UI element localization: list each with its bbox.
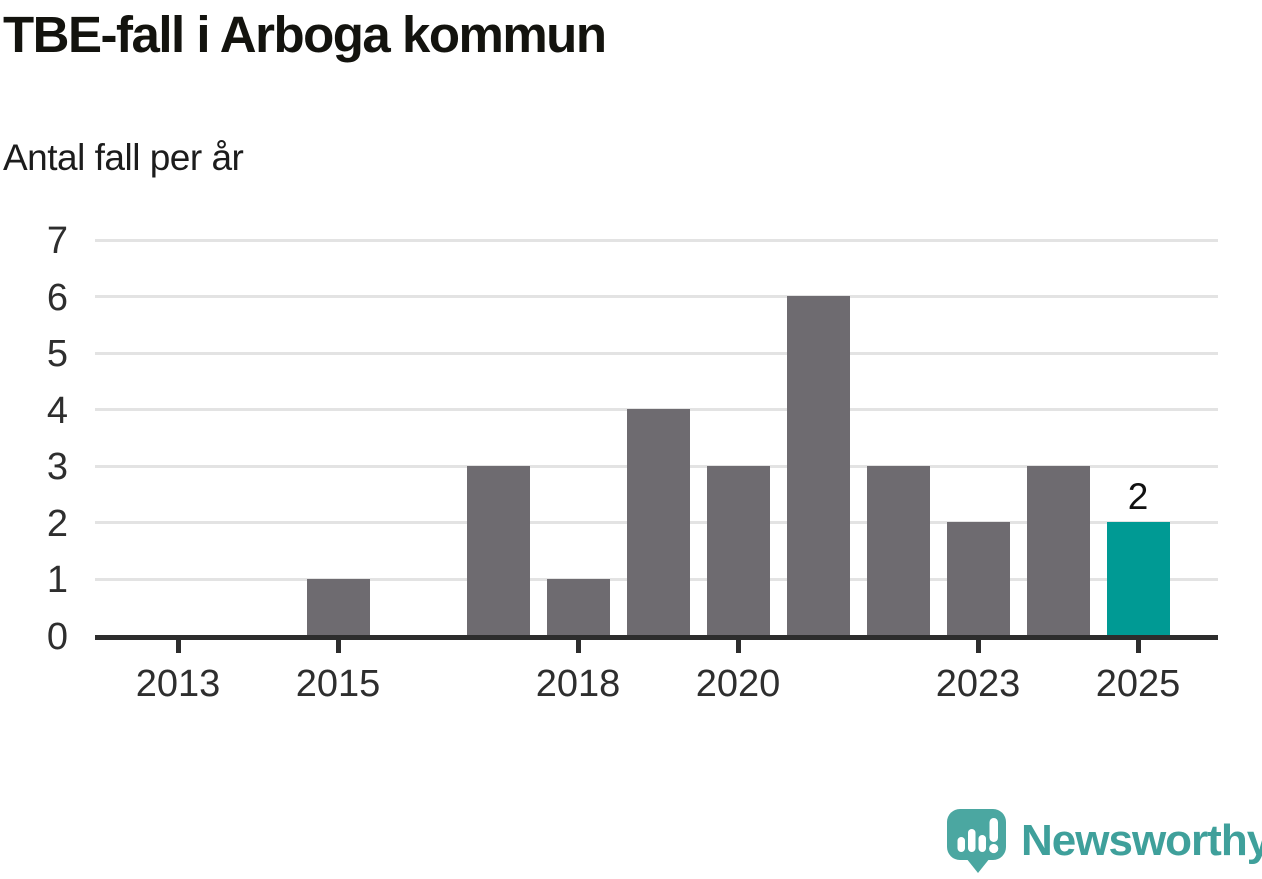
brand-wordmark: Newsworthy (1021, 816, 1262, 865)
bar-2021 (787, 296, 850, 635)
x-tick-label: 2018 (535, 663, 621, 705)
gridline (95, 352, 1218, 355)
brand-lockup: Newsworthy (946, 808, 1262, 874)
bar-2022 (867, 466, 930, 636)
bar-2024 (1027, 466, 1090, 636)
chart-subtitle: Antal fall per år (3, 137, 244, 178)
x-tick-2023 (976, 640, 981, 653)
y-tick-label: 7 (46, 220, 68, 262)
y-tick-label: 1 (46, 559, 68, 601)
x-tick-label: 2013 (135, 663, 221, 705)
bar-2018 (547, 579, 610, 636)
x-tick-label: 2020 (695, 663, 781, 705)
x-tick-label: 2015 (295, 663, 381, 705)
x-tick-2013 (176, 640, 181, 653)
x-tick-label: 2023 (935, 663, 1021, 705)
bar-2019 (627, 409, 690, 635)
chart-title: TBE-fall i Arboga kommun (3, 6, 607, 63)
bar-2017 (467, 466, 530, 636)
x-axis-line (95, 635, 1218, 640)
x-tick-2015 (336, 640, 341, 653)
bar-2015 (307, 579, 370, 636)
bar-2023 (947, 522, 1010, 635)
gridline (95, 239, 1218, 242)
y-tick-label: 3 (46, 446, 68, 488)
bar-highlight-2025 (1107, 522, 1170, 635)
y-tick-label: 5 (46, 333, 68, 375)
gridline (95, 295, 1218, 298)
x-tick-2018 (576, 640, 581, 653)
y-tick-label: 6 (46, 277, 68, 319)
y-tick-label: 4 (46, 390, 68, 432)
x-tick-2025 (1136, 640, 1141, 653)
x-tick-2020 (736, 640, 741, 653)
y-tick-label: 0 (46, 616, 68, 658)
newsworthy-logo-icon (947, 809, 1006, 873)
y-tick-label: 2 (46, 503, 68, 545)
x-tick-label: 2025 (1095, 663, 1181, 705)
bar-value-label: 2 (1127, 476, 1149, 517)
bar-2020 (707, 466, 770, 636)
